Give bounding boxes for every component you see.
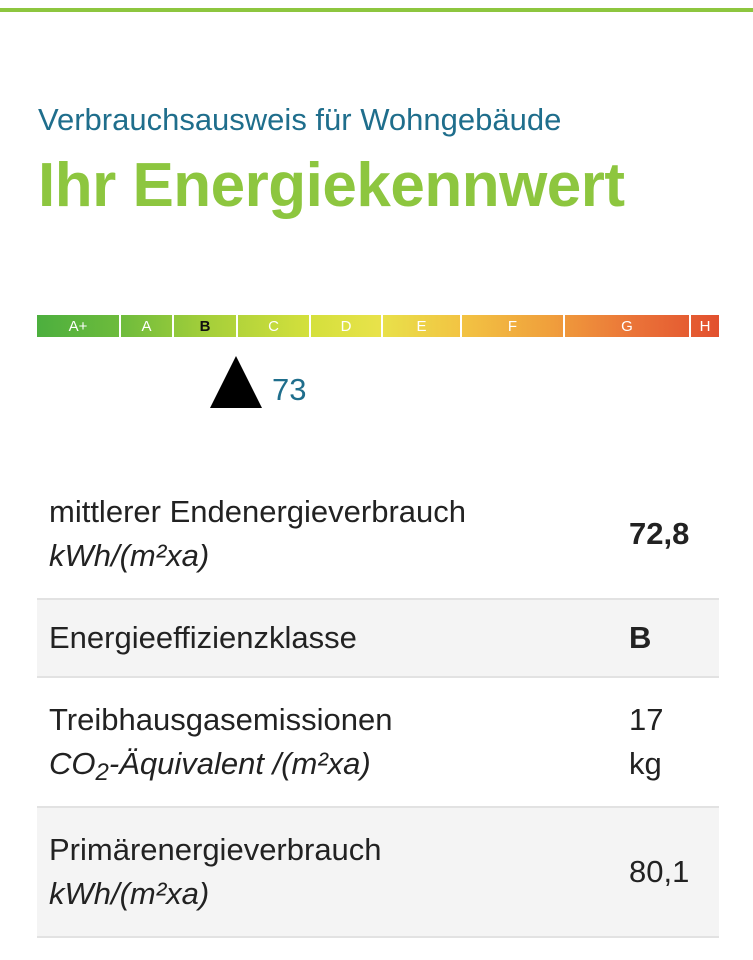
table-row: Treibhausgasemissionen CO2-Äquivalent /(… [37,678,719,808]
scale-segment-h: H [699,317,711,335]
scale-segment-d: D [311,315,383,337]
row-value: 17 kg [629,698,719,786]
row-label-cell: Energieeffizienzklasse [37,616,629,660]
row-label: Treibhausgasemissionen [49,702,393,737]
row-unit: CO2-Äquivalent /(m²xa) [49,742,629,786]
page-title: Ihr Energiekennwert [38,151,625,220]
row-label-cell: Treibhausgasemissionen CO2-Äquivalent /(… [37,698,629,786]
row-value-number: 17 [629,702,664,737]
energy-data-table: mittlerer Endenergieverbrauch kWh/(m²xa)… [37,470,719,938]
table-row: Energieeffizienzklasse B [37,600,719,678]
row-unit-post: -Äquivalent /(m²xa) [108,746,371,781]
scale-segment-c: C [238,315,311,337]
scale-segment-a-plus: A+ [37,315,121,337]
row-value: B [629,620,652,655]
row-label: Primärenergieverbrauch [49,832,382,867]
row-label: mittlerer Endenergieverbrauch [49,494,466,529]
table-row: Primärenergieverbrauch kWh/(m²xa) 80,1 [37,808,719,938]
scale-segment-f: F [462,315,565,337]
row-label-cell: Primärenergieverbrauch kWh/(m²xa) [37,828,629,916]
row-unit: kWh/(m²xa) [49,538,210,573]
row-value: 72,8 [629,516,690,551]
table-row: mittlerer Endenergieverbrauch kWh/(m²xa)… [37,470,719,600]
row-unit: kWh/(m²xa) [49,876,210,911]
row-label: Energieeffizienzklasse [49,620,357,655]
marker-value: 73 [272,372,307,407]
row-value: 80,1 [629,854,690,889]
scale-segment-a: A [121,315,174,337]
row-unit-subscript: 2 [95,759,109,786]
row-value-unit: kg [629,746,662,781]
triangle-marker-icon [210,356,262,408]
row-unit-pre: CO [49,746,96,781]
page-subtitle: Verbrauchsausweis für Wohngebäude [38,102,562,137]
scale-segment-g: G [565,315,691,337]
top-accent-line [0,8,753,12]
scale-segment-e: E [383,315,462,337]
row-label-cell: mittlerer Endenergieverbrauch kWh/(m²xa) [37,490,629,578]
energy-class-scale: A+ A B C D E F G H [37,315,719,337]
scale-segment-b: B [174,315,238,337]
